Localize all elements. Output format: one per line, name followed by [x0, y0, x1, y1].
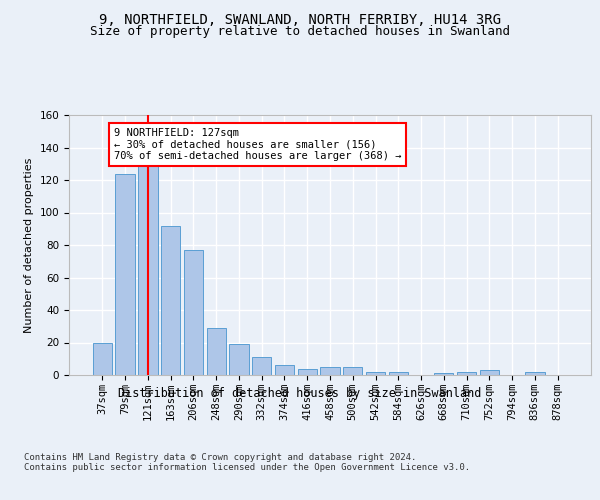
- Bar: [115, 174, 135, 375]
- Bar: [275, 365, 294, 375]
- Bar: [229, 344, 248, 375]
- Bar: [206, 328, 226, 375]
- Bar: [252, 357, 271, 375]
- Bar: [298, 368, 317, 375]
- Bar: [161, 226, 181, 375]
- Bar: [366, 372, 385, 375]
- Bar: [320, 367, 340, 375]
- Bar: [434, 374, 454, 375]
- Y-axis label: Number of detached properties: Number of detached properties: [24, 158, 34, 332]
- Text: Contains HM Land Registry data © Crown copyright and database right 2024.
Contai: Contains HM Land Registry data © Crown c…: [24, 452, 470, 472]
- Bar: [138, 157, 158, 375]
- Bar: [479, 370, 499, 375]
- Bar: [343, 367, 362, 375]
- Bar: [93, 342, 112, 375]
- Text: Size of property relative to detached houses in Swanland: Size of property relative to detached ho…: [90, 25, 510, 38]
- Bar: [389, 372, 408, 375]
- Bar: [184, 250, 203, 375]
- Bar: [457, 372, 476, 375]
- Text: Distribution of detached houses by size in Swanland: Distribution of detached houses by size …: [118, 388, 482, 400]
- Text: 9 NORTHFIELD: 127sqm
← 30% of detached houses are smaller (156)
70% of semi-deta: 9 NORTHFIELD: 127sqm ← 30% of detached h…: [114, 128, 401, 161]
- Bar: [525, 372, 545, 375]
- Text: 9, NORTHFIELD, SWANLAND, NORTH FERRIBY, HU14 3RG: 9, NORTHFIELD, SWANLAND, NORTH FERRIBY, …: [99, 12, 501, 26]
